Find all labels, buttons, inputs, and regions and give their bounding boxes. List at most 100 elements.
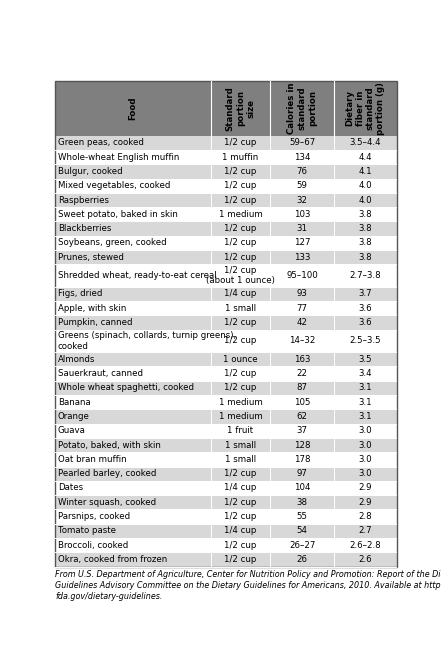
Text: 2.6–2.8: 2.6–2.8 bbox=[349, 540, 381, 550]
Text: 26: 26 bbox=[296, 555, 307, 564]
Text: 4.4: 4.4 bbox=[359, 152, 372, 162]
Text: Greens (spinach, collards, turnip greens),
cooked: Greens (spinach, collards, turnip greens… bbox=[58, 332, 236, 351]
Text: 163: 163 bbox=[294, 355, 310, 364]
Text: Broccoli, cooked: Broccoli, cooked bbox=[58, 540, 128, 550]
Text: Apple, with skin: Apple, with skin bbox=[58, 304, 126, 313]
Text: 37: 37 bbox=[296, 426, 307, 436]
Bar bbox=[55, 236, 397, 250]
Text: 32: 32 bbox=[296, 196, 307, 205]
Text: Calories in
standard
portion: Calories in standard portion bbox=[287, 83, 317, 134]
Text: Banana: Banana bbox=[58, 398, 90, 406]
Bar bbox=[55, 452, 397, 467]
Text: 3.5–4.4: 3.5–4.4 bbox=[349, 139, 381, 147]
Text: Oat bran muffin: Oat bran muffin bbox=[58, 455, 127, 464]
Text: 2.5–3.5: 2.5–3.5 bbox=[349, 336, 381, 345]
Text: 3.0: 3.0 bbox=[359, 455, 372, 464]
Text: 3.7: 3.7 bbox=[359, 290, 372, 298]
Bar bbox=[55, 438, 397, 452]
Bar bbox=[55, 381, 397, 395]
Text: 1/2 cup: 1/2 cup bbox=[224, 369, 257, 378]
Text: 1/2 cup: 1/2 cup bbox=[224, 196, 257, 205]
Text: 1/2 cup: 1/2 cup bbox=[224, 469, 257, 478]
Text: Pearled barley, cooked: Pearled barley, cooked bbox=[58, 469, 156, 478]
Text: 2.9: 2.9 bbox=[359, 498, 372, 507]
Bar bbox=[55, 409, 397, 424]
Text: 3.0: 3.0 bbox=[359, 469, 372, 478]
Bar bbox=[55, 330, 397, 352]
Bar bbox=[55, 367, 397, 381]
Text: 1/2 cup: 1/2 cup bbox=[224, 181, 257, 190]
Text: 55: 55 bbox=[296, 512, 307, 521]
Text: Sauerkraut, canned: Sauerkraut, canned bbox=[58, 369, 143, 378]
Bar bbox=[55, 265, 397, 287]
Text: 3.0: 3.0 bbox=[359, 441, 372, 450]
Text: 1 small: 1 small bbox=[225, 455, 256, 464]
Text: 3.8: 3.8 bbox=[359, 253, 372, 262]
Text: 3.5: 3.5 bbox=[359, 355, 372, 364]
Text: Tomato paste: Tomato paste bbox=[58, 526, 116, 535]
Text: Bulgur, cooked: Bulgur, cooked bbox=[58, 167, 123, 176]
Text: 77: 77 bbox=[296, 304, 307, 313]
Text: 59: 59 bbox=[297, 181, 307, 190]
Text: Standard
portion
size: Standard portion size bbox=[226, 86, 255, 131]
Text: Prunes, stewed: Prunes, stewed bbox=[58, 253, 124, 262]
Text: 2.9: 2.9 bbox=[359, 483, 372, 493]
Bar bbox=[55, 481, 397, 495]
Text: 103: 103 bbox=[294, 210, 310, 219]
Bar bbox=[55, 207, 397, 221]
Text: Raspberries: Raspberries bbox=[58, 196, 109, 205]
Text: 3.8: 3.8 bbox=[359, 224, 372, 233]
Text: 87: 87 bbox=[296, 383, 307, 392]
Bar bbox=[55, 316, 397, 330]
Text: Soybeans, green, cooked: Soybeans, green, cooked bbox=[58, 239, 167, 247]
Text: Guava: Guava bbox=[58, 426, 86, 436]
Text: From U.S. Department of Agriculture, Center for Nutrition Policy and Promotion: : From U.S. Department of Agriculture, Cen… bbox=[55, 570, 441, 601]
Text: 1/2 cup: 1/2 cup bbox=[224, 224, 257, 233]
Text: 178: 178 bbox=[294, 455, 310, 464]
Text: 1 ounce: 1 ounce bbox=[223, 355, 258, 364]
Text: 31: 31 bbox=[296, 224, 307, 233]
Bar bbox=[55, 193, 397, 207]
Text: Dietary
fiber in
standard
portion (g): Dietary fiber in standard portion (g) bbox=[345, 82, 385, 135]
Text: 3.1: 3.1 bbox=[359, 412, 372, 421]
Text: 134: 134 bbox=[294, 152, 310, 162]
Text: 2.8: 2.8 bbox=[359, 512, 372, 521]
Bar bbox=[55, 81, 397, 136]
Text: 127: 127 bbox=[294, 239, 310, 247]
Text: Food: Food bbox=[128, 97, 138, 120]
Text: 1/2 cup: 1/2 cup bbox=[224, 498, 257, 507]
Text: Whole-wheat English muffin: Whole-wheat English muffin bbox=[58, 152, 179, 162]
Text: Almonds: Almonds bbox=[58, 355, 95, 364]
Text: 59–67: 59–67 bbox=[289, 139, 315, 147]
Text: 93: 93 bbox=[297, 290, 307, 298]
Bar bbox=[55, 424, 397, 438]
Text: Potato, baked, with skin: Potato, baked, with skin bbox=[58, 441, 161, 450]
Text: 3.8: 3.8 bbox=[359, 239, 372, 247]
Text: 97: 97 bbox=[297, 469, 307, 478]
Text: 1 medium: 1 medium bbox=[219, 398, 262, 406]
Text: Dates: Dates bbox=[58, 483, 83, 493]
Text: 54: 54 bbox=[296, 526, 307, 535]
Text: 1/4 cup: 1/4 cup bbox=[224, 290, 257, 298]
Text: 104: 104 bbox=[294, 483, 310, 493]
Text: Okra, cooked from frozen: Okra, cooked from frozen bbox=[58, 555, 167, 564]
Text: Sweet potato, baked in skin: Sweet potato, baked in skin bbox=[58, 210, 178, 219]
Text: Winter squash, cooked: Winter squash, cooked bbox=[58, 498, 156, 507]
Text: Green peas, cooked: Green peas, cooked bbox=[58, 139, 144, 147]
Bar bbox=[55, 287, 397, 301]
Text: 2.7: 2.7 bbox=[359, 526, 372, 535]
Text: 1/2 cup: 1/2 cup bbox=[224, 336, 257, 345]
Text: 1/2 cup: 1/2 cup bbox=[224, 555, 257, 564]
Text: 2.6: 2.6 bbox=[359, 555, 372, 564]
Bar bbox=[55, 395, 397, 409]
Bar bbox=[55, 352, 397, 367]
Text: Pumpkin, canned: Pumpkin, canned bbox=[58, 318, 132, 327]
Text: 42: 42 bbox=[296, 318, 307, 327]
Text: 128: 128 bbox=[294, 441, 310, 450]
Text: 3.6: 3.6 bbox=[359, 318, 372, 327]
Text: 1/2 cup: 1/2 cup bbox=[224, 139, 257, 147]
Text: 3.8: 3.8 bbox=[359, 210, 372, 219]
Bar bbox=[55, 301, 397, 316]
Text: 1 small: 1 small bbox=[225, 441, 256, 450]
Bar bbox=[55, 495, 397, 509]
